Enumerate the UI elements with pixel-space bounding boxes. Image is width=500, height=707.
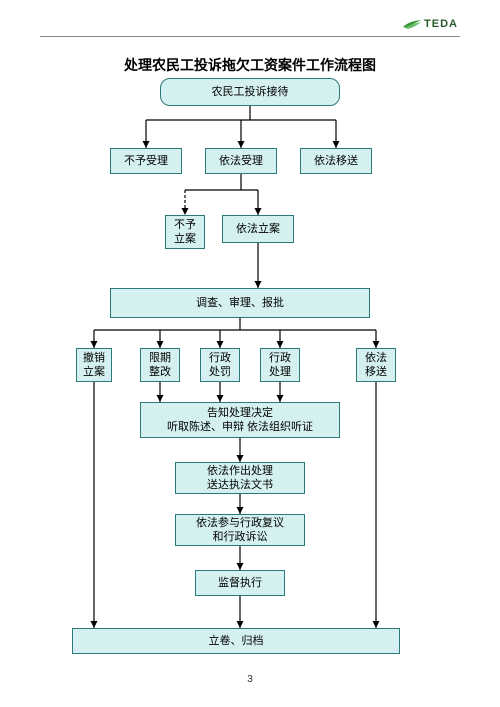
- flowchart-node: 不予 立案: [165, 215, 205, 249]
- header-divider: [40, 36, 460, 37]
- page-number: 3: [0, 674, 500, 685]
- flowchart: 农民工投诉接待不予受理依法受理依法移送不予 立案依法立案调查、审理、报批撤销 立…: [0, 70, 500, 670]
- flowchart-node: 依法移送: [300, 148, 372, 174]
- flowchart-node: 撤销 立案: [76, 348, 112, 382]
- brand-logo: TEDA: [403, 18, 458, 30]
- leaf-icon: [403, 19, 421, 29]
- flowchart-node: 依法受理: [205, 148, 277, 174]
- flowchart-node: 农民工投诉接待: [160, 78, 340, 106]
- brand-name: TEDA: [424, 18, 458, 30]
- flowchart-node: 行政 处罚: [200, 348, 240, 382]
- flowchart-node: 告知处理决定 听取陈述、申辩 依法组织听证: [140, 402, 340, 438]
- flowchart-node: 不予受理: [110, 148, 182, 174]
- flowchart-node: 依法立案: [222, 215, 294, 243]
- flowchart-node: 立卷、归档: [72, 628, 400, 654]
- flowchart-node: 依法作出处理 送达执法文书: [175, 462, 305, 494]
- flowchart-node: 调查、审理、报批: [110, 288, 370, 318]
- flowchart-node: 依法 移送: [356, 348, 396, 382]
- flowchart-node: 监督执行: [195, 570, 285, 596]
- flowchart-node: 限期 整改: [140, 348, 180, 382]
- flowchart-node: 行政 处理: [260, 348, 300, 382]
- flowchart-node: 依法参与行政复议 和行政诉讼: [175, 514, 305, 546]
